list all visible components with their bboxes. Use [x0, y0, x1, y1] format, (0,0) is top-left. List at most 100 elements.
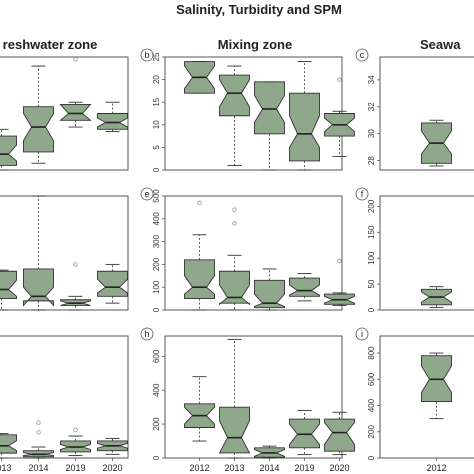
outlier-point — [36, 420, 41, 425]
box-body — [218, 406, 251, 454]
box-2019 — [289, 273, 320, 302]
y-tick-label: 5 — [152, 145, 161, 150]
y-tick-label: 300 — [152, 234, 161, 248]
y-tick-label: 200 — [367, 425, 376, 439]
zone-title-mixing: Mixing zone — [218, 37, 292, 52]
y-tick-label: 32 — [367, 102, 376, 111]
box-body — [0, 434, 17, 454]
y-tick-label: 600 — [152, 349, 161, 363]
outlier-point — [337, 258, 342, 264]
outlier-point — [232, 221, 237, 226]
box-2012 — [421, 352, 452, 420]
box-2014 — [254, 445, 285, 459]
panel-label: c — [360, 50, 365, 60]
box-2020 — [97, 101, 128, 133]
y-tick-label: 0 — [152, 307, 161, 312]
x-tick-label: 2012 — [189, 463, 209, 473]
zone-title-seawater: Seawa — [420, 37, 461, 52]
panel-f: f 0 50 100 150 200 — [355, 187, 474, 312]
panel-frame — [379, 335, 474, 459]
x-tick-label: 2019 — [65, 463, 85, 473]
box-2019 — [60, 427, 91, 457]
box-2014 — [23, 65, 54, 164]
figure-title: Salinity, Turbidity and SPM — [176, 2, 342, 17]
outlier-point — [73, 427, 78, 433]
box-body — [219, 74, 250, 117]
box-body — [184, 259, 215, 300]
box-2020 — [97, 263, 128, 304]
panel-label-circle — [140, 48, 154, 62]
panel-label: b — [144, 50, 149, 60]
box-2014 — [254, 268, 285, 311]
panel-label: h — [144, 329, 149, 339]
y-tick-label: 100 — [367, 251, 376, 265]
box-2012 — [184, 61, 215, 94]
box-2012 — [184, 200, 215, 311]
panel-a: a — [0, 56, 129, 171]
panel-d: d — [0, 195, 129, 311]
panel-frame — [0, 56, 129, 171]
box-body — [289, 418, 320, 449]
box-2020 — [97, 438, 128, 455]
box-2020 — [324, 77, 355, 157]
y-tick-label: 0 — [152, 455, 161, 460]
y-tick-label: 15 — [152, 97, 161, 106]
box-2013 — [0, 433, 17, 459]
box-2019 — [59, 57, 92, 128]
box-body — [59, 104, 92, 121]
panel-label-circle — [140, 327, 154, 341]
y-tick-label: 200 — [152, 257, 161, 271]
box-body — [219, 270, 250, 306]
y-tick-label: 0 — [367, 307, 376, 312]
y-tick-label: 10 — [152, 120, 161, 129]
box-body — [0, 135, 17, 166]
panel-label-circle — [355, 187, 369, 201]
outlier-point — [73, 262, 78, 267]
box-body — [324, 418, 355, 452]
outlier-point — [232, 207, 237, 212]
y-tick-label: 30 — [367, 129, 376, 138]
box-body — [97, 270, 128, 297]
box-body — [0, 270, 17, 300]
box-body — [97, 113, 128, 130]
x-tick-label: 2013 — [0, 463, 12, 473]
box-2013 — [218, 338, 251, 459]
box-2012 — [421, 119, 452, 167]
box-2014 — [23, 420, 54, 459]
panel-e: e 0 100 200 300 400 500 — [140, 187, 355, 312]
outlier-point — [73, 57, 78, 62]
box-body — [289, 277, 320, 297]
y-tick-label: 200 — [367, 199, 376, 213]
box-2013 — [0, 269, 17, 311]
x-tick-label: 2020 — [102, 463, 122, 473]
box-2019 — [289, 61, 320, 171]
panel-frame — [164, 195, 343, 311]
x-tick-label: 2014 — [28, 463, 48, 473]
panel-frame — [379, 56, 474, 171]
x-tick-label: 2012 — [426, 463, 446, 473]
y-tick-label: 50 — [367, 279, 376, 288]
box-2019 — [60, 262, 91, 311]
box-2013 — [219, 65, 250, 166]
y-tick-label: 400 — [152, 383, 161, 397]
box-2012 — [421, 286, 452, 308]
box-2013 — [0, 128, 17, 171]
y-tick-label: 0 — [152, 167, 161, 172]
box-2020 — [324, 258, 355, 306]
panel-label: f — [361, 189, 364, 199]
y-tick-label: 34 — [367, 75, 376, 84]
x-tick-label: 2020 — [329, 463, 349, 473]
x-tick-label: 2014 — [259, 463, 279, 473]
panel-frame — [0, 195, 129, 311]
panel-i: i020040060080020122013 — [355, 327, 474, 473]
panels-group: ab0510152025c28303234de0100200300400500f… — [0, 48, 474, 473]
panel-label-circle — [140, 187, 154, 201]
y-tick-label: 800 — [367, 346, 376, 360]
y-tick-label: 500 — [152, 189, 161, 203]
box-body — [23, 268, 54, 307]
y-tick-label: 20 — [152, 75, 161, 84]
panel-h: h 0 200 400 600 2012 2013 2014 2019 2020 — [140, 327, 355, 473]
y-tick-label: 400 — [152, 212, 161, 226]
box-body — [254, 279, 285, 309]
x-tick-label: 2013 — [224, 463, 244, 473]
